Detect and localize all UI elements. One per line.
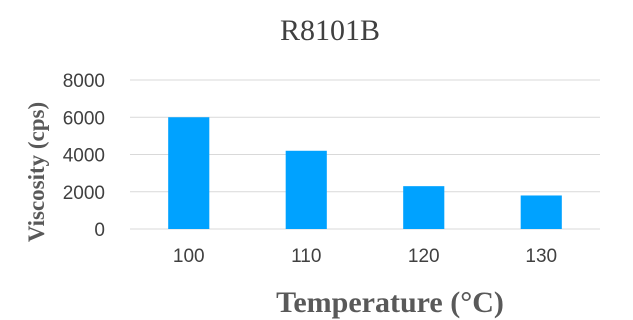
y-axis-ticks: 0 2000 4000 6000 8000	[63, 71, 105, 241]
bar-130	[520, 195, 562, 229]
bar-110	[285, 150, 327, 229]
bars	[168, 117, 562, 229]
y-tick-label: 6000	[63, 108, 105, 129]
y-axis-title: Viscosity (cps)	[24, 102, 49, 242]
bar-120	[403, 186, 445, 229]
y-tick-label: 4000	[63, 146, 105, 167]
chart-title: R8101B	[280, 14, 380, 47]
x-tick-label: 110	[291, 246, 321, 267]
x-axis-ticks: 100 110 120 130	[173, 246, 557, 267]
x-axis-title: Temperature (°C)	[276, 286, 504, 319]
y-tick-label: 8000	[63, 71, 105, 92]
y-tick-label: 0	[94, 220, 105, 241]
x-tick-label: 120	[408, 246, 440, 267]
x-tick-label: 100	[173, 246, 205, 267]
bar-100	[168, 117, 210, 229]
x-tick-label: 130	[525, 246, 557, 267]
y-tick-label: 2000	[63, 183, 105, 204]
